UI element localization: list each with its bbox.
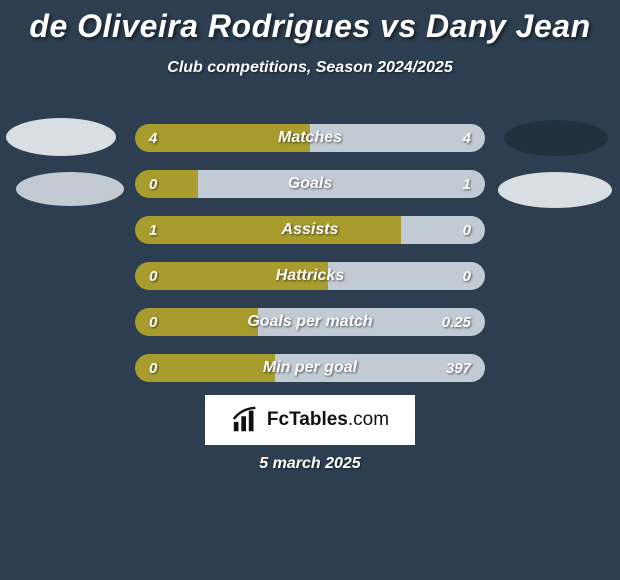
player-right-avatar-2 xyxy=(498,172,612,208)
stat-bar-left xyxy=(135,308,258,336)
stat-bar-left xyxy=(135,354,275,382)
stat-row: 01Goals xyxy=(135,170,485,198)
chart-icon xyxy=(231,405,261,435)
watermark-tld: .com xyxy=(348,409,389,430)
watermark: FcTables.com xyxy=(205,395,415,445)
stat-bar-left xyxy=(135,170,198,198)
stat-bar-right xyxy=(328,262,486,290)
stat-row: 10Assists xyxy=(135,216,485,244)
watermark-brand: FcTables xyxy=(267,409,348,430)
stat-bar-right xyxy=(275,354,485,382)
snapshot-date: 5 march 2025 xyxy=(0,455,620,473)
comparison-title: de Oliveira Rodrigues vs Dany Jean xyxy=(0,0,620,45)
stat-bar-left xyxy=(135,262,328,290)
watermark-text: FcTables.com xyxy=(267,409,389,431)
stat-row: 00.25Goals per match xyxy=(135,308,485,336)
stat-row: 0397Min per goal xyxy=(135,354,485,382)
stat-bar-right xyxy=(198,170,485,198)
comparison-subtitle: Club competitions, Season 2024/2025 xyxy=(0,59,620,77)
player-right-avatar-1 xyxy=(504,120,608,156)
stats-bars-container: 44Matches 01Goals 10Assists 00Hattricks 00.2… xyxy=(135,124,485,400)
stat-bar-right xyxy=(258,308,486,336)
stat-bar-left xyxy=(135,124,310,152)
stat-row: 00Hattricks xyxy=(135,262,485,290)
stat-bar-left xyxy=(135,216,401,244)
player-left-avatar-2 xyxy=(16,172,124,206)
stat-bar-right xyxy=(401,216,485,244)
player-left-avatar-1 xyxy=(6,118,116,156)
stat-bar-right xyxy=(310,124,485,152)
stat-row: 44Matches xyxy=(135,124,485,152)
